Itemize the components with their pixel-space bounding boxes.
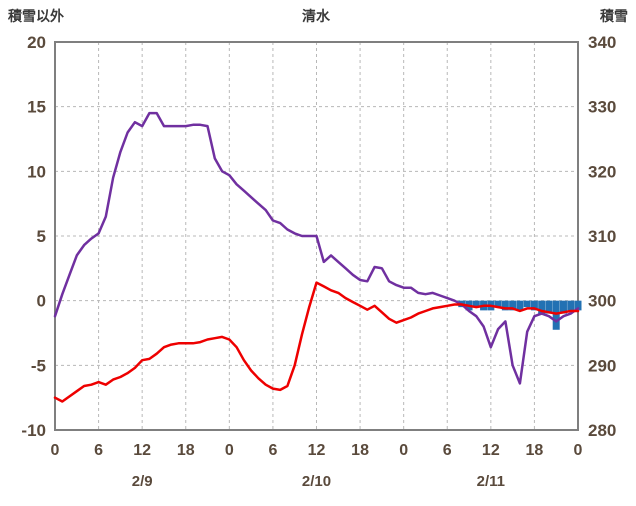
snow-bar xyxy=(545,300,553,314)
right-tick-label: 290 xyxy=(588,356,616,375)
right-tick-label: 320 xyxy=(588,162,616,181)
x-tick-label: 0 xyxy=(399,442,408,459)
x-axis-ticks: 0 6 12 18 0 6 12 18 0 6 12 18 0 xyxy=(51,442,583,459)
left-tick-label: 20 xyxy=(27,33,46,52)
right-axis-title: 積雪 xyxy=(599,8,628,24)
snow-bar xyxy=(516,300,524,311)
right-tick-label: 280 xyxy=(588,421,616,440)
x-tick-label: 6 xyxy=(94,442,103,459)
snow-bar xyxy=(559,300,567,314)
x-tick-label: 12 xyxy=(308,442,326,459)
left-tick-label: -5 xyxy=(31,356,46,375)
date-label: 2/10 xyxy=(302,473,331,490)
x-tick-label: 12 xyxy=(482,442,500,459)
snow-bar xyxy=(530,300,538,311)
x-tick-label: 0 xyxy=(225,442,234,459)
date-label: 2/9 xyxy=(132,473,153,490)
right-tick-label: 300 xyxy=(588,292,616,311)
left-tick-label: -10 xyxy=(21,421,46,440)
series-purple-line xyxy=(53,111,580,385)
left-tick-label: 15 xyxy=(27,98,46,117)
snow-bar xyxy=(523,300,531,308)
date-label: 2/11 xyxy=(477,473,505,490)
left-tick-label: 0 xyxy=(37,292,46,311)
x-tick-label: 0 xyxy=(574,442,583,459)
x-tick-label: 18 xyxy=(351,442,369,459)
snow-bar xyxy=(472,300,480,308)
x-tick-label: 18 xyxy=(177,442,195,459)
snow-bar xyxy=(494,300,502,308)
date-labels: 2/9 2/10 2/11 xyxy=(132,473,505,490)
series-red-line xyxy=(53,281,580,403)
x-tick-label: 12 xyxy=(133,442,151,459)
right-tick-label: 330 xyxy=(588,98,616,117)
snow-bar xyxy=(538,300,546,314)
right-axis-ticks: 340 330 320 310 300 290 280 xyxy=(588,33,616,440)
right-tick-label: 340 xyxy=(588,33,616,52)
x-tick-label: 18 xyxy=(526,442,544,459)
snow-bar xyxy=(501,300,509,311)
chart-title: 清水 xyxy=(302,8,331,24)
left-tick-label: 10 xyxy=(27,162,46,181)
snow-bar xyxy=(574,300,582,311)
left-axis-ticks: 20 15 10 5 0 -5 -10 xyxy=(21,33,46,440)
left-tick-label: 5 xyxy=(37,227,46,246)
x-tick-label: 6 xyxy=(443,442,452,459)
x-tick-label: 0 xyxy=(51,442,60,459)
right-tick-label: 310 xyxy=(588,227,616,246)
x-tick-label: 6 xyxy=(268,442,277,459)
plot-border xyxy=(54,41,579,431)
left-axis-title: 積雪以外 xyxy=(7,8,64,24)
snow-bar xyxy=(567,300,575,311)
snow-bar xyxy=(552,300,560,330)
data-lines xyxy=(53,111,580,403)
snow-bar xyxy=(509,300,517,311)
